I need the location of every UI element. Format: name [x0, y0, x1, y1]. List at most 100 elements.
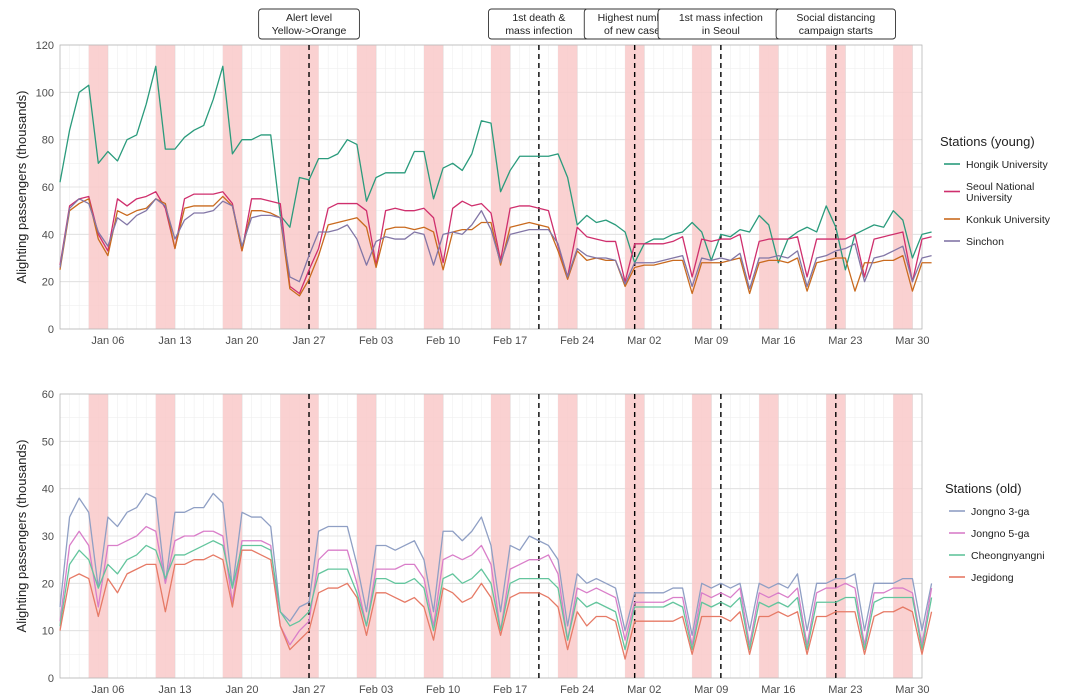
weekend-band	[625, 45, 645, 329]
series-line-hongik-university	[59, 65, 932, 271]
legend-entry-label: Seoul National	[966, 181, 1034, 193]
weekend-band	[759, 394, 779, 678]
legend-title: Stations (old)	[945, 481, 1022, 496]
weekend-band	[423, 394, 444, 678]
legend-entry-label: Jongno 5-ga	[971, 528, 1030, 540]
y-tick-label: 80	[42, 135, 54, 147]
legend-entry-label: Sinchon	[966, 236, 1004, 248]
series-line-jongno-3-ga	[59, 492, 933, 637]
y-tick-label: 10	[42, 626, 54, 638]
x-tick-label: Feb 03	[359, 684, 393, 695]
y-axis-label: Alighting passengers (thousands)	[14, 91, 29, 284]
x-tick-label: Jan 13	[158, 335, 191, 347]
annotation-box	[258, 8, 360, 40]
x-tick-label: Mar 30	[895, 684, 929, 695]
annotation-text: Alert level	[286, 12, 332, 24]
weekend-band	[826, 394, 846, 678]
weekend-band	[893, 45, 913, 329]
annotation-text: 1st mass infection	[679, 12, 763, 24]
annotation-text: in Seoul	[702, 25, 740, 37]
x-tick-label: Jan 20	[225, 684, 258, 695]
annotation-text: Yellow->Orange	[272, 25, 347, 37]
x-tick-label: Feb 03	[359, 335, 393, 347]
legend-2: Stations (old) Jongno 3-ga Jongno 5-ga Cheo…	[945, 481, 1045, 584]
series-line-sinchon	[59, 198, 932, 290]
y-tick-label: 100	[36, 87, 54, 99]
y-tick-label: 40	[42, 484, 54, 496]
weekend-band	[280, 394, 319, 678]
x-tick-label: Mar 16	[761, 684, 795, 695]
legend-entry-label: Jegidong	[971, 572, 1014, 584]
x-tick-label: Jan 27	[293, 335, 326, 347]
y-tick-label: 40	[42, 229, 54, 241]
annotation-text: Social distancing	[796, 12, 875, 24]
x-tick-label: Jan 27	[293, 684, 326, 695]
y-tick-label: 60	[42, 389, 54, 401]
weekend-band	[88, 45, 108, 329]
x-tick-label: Jan 06	[91, 335, 124, 347]
legend-entry-label: Hongik University	[966, 159, 1048, 171]
y-tick-label: 30	[42, 531, 54, 543]
x-tick-label: Mar 16	[761, 335, 795, 347]
series-line-jegidong	[59, 549, 933, 660]
series-line-konkuk-university	[59, 195, 932, 297]
weekend-band	[88, 394, 108, 678]
x-tick-label: Mar 09	[694, 335, 728, 347]
x-tick-label: Feb 17	[493, 335, 527, 347]
legend-1: Stations (young) Hongik University Seoul N…	[940, 134, 1051, 248]
x-tick-label: Feb 17	[493, 684, 527, 695]
y-tick-label: 50	[42, 436, 54, 448]
legend-entry-label: Jongno 3-ga	[971, 506, 1030, 518]
series-line-seoul-national-university	[59, 191, 932, 295]
chart-panel-2: 0 10 20 30 40 50 60 Jan 06 Jan 13 Jan 20 Jan 27 Feb…	[14, 389, 1045, 695]
x-tick-label: Mar 23	[828, 335, 862, 347]
x-tick-label: Mar 09	[694, 684, 728, 695]
y-tick-label: 60	[42, 182, 54, 194]
weekend-band	[155, 394, 175, 678]
x-tick-label: Mar 23	[828, 684, 862, 695]
annotation-text: campaign starts	[799, 25, 873, 37]
plot-border	[59, 393, 923, 679]
chart-panel-1: 0 20 40 60 80 100 120 Jan 06 Jan 13 Jan 20 Jan 27 F…	[14, 8, 1051, 347]
y-tick-label: 0	[48, 324, 54, 336]
x-tick-label: Feb 10	[426, 335, 460, 347]
y-axis-label: Alighting passengers (thousands)	[14, 440, 29, 633]
weekend-band	[826, 45, 846, 329]
series-line-cheongnyangni	[59, 540, 933, 651]
annotation-text: 1st death &	[512, 12, 565, 24]
y-tick-label: 120	[36, 40, 54, 52]
annotation-text: mass infection	[505, 25, 572, 37]
x-tick-label: Jan 20	[225, 335, 258, 347]
weekend-band	[558, 45, 578, 329]
weekend-band	[893, 394, 913, 678]
plot-border	[59, 44, 923, 330]
weekend-band	[759, 45, 779, 329]
x-tick-label: Jan 06	[91, 684, 124, 695]
weekend-band	[356, 45, 377, 329]
x-tick-label: Mar 02	[627, 684, 661, 695]
weekend-band	[155, 45, 175, 329]
y-tick-label: 20	[42, 277, 54, 289]
weekend-band	[558, 394, 578, 678]
y-tick-label: 0	[48, 673, 54, 685]
annotation-box	[775, 8, 896, 40]
x-tick-label: Feb 10	[426, 684, 460, 695]
legend-entry-label: Cheongnyangni	[971, 550, 1045, 562]
x-tick-label: Feb 24	[560, 335, 594, 347]
x-tick-label: Mar 02	[627, 335, 661, 347]
weekend-band	[423, 45, 444, 329]
weekend-band	[222, 394, 242, 678]
annotation-text: of new cases	[604, 25, 665, 37]
y-tick-label: 20	[42, 578, 54, 590]
legend-entry-label: Konkuk University	[966, 214, 1051, 226]
x-tick-label: Feb 24	[560, 684, 594, 695]
series-line-jongno-5-ga	[59, 525, 933, 646]
x-tick-label: Mar 30	[895, 335, 929, 347]
annotation-text: Highest number	[598, 12, 673, 24]
x-tick-label: Jan 13	[158, 684, 191, 695]
weekend-band	[491, 45, 511, 329]
legend-title: Stations (young)	[940, 134, 1035, 149]
weekend-band	[280, 45, 319, 329]
legend-entry-label: University	[966, 192, 1013, 204]
